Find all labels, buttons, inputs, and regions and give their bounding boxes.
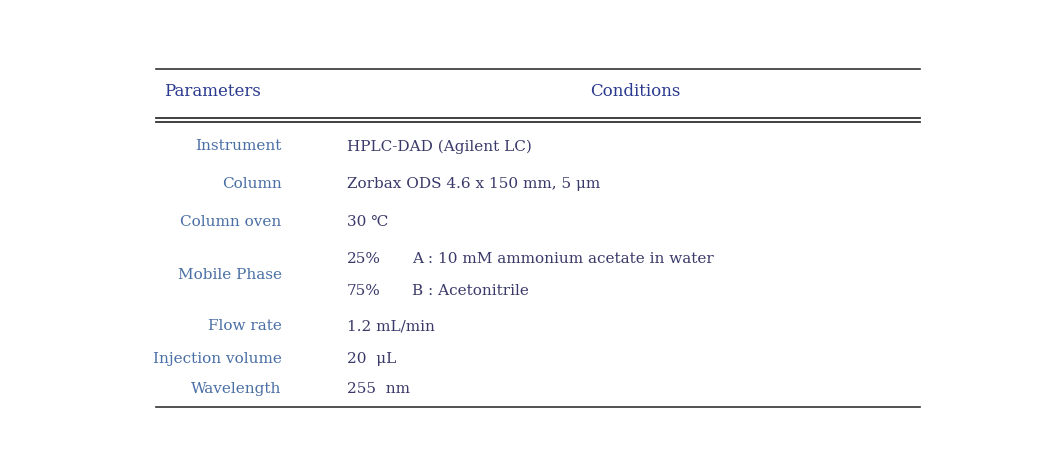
Text: 1.2 mL/min: 1.2 mL/min	[346, 319, 434, 333]
Text: Parameters: Parameters	[164, 83, 261, 100]
Text: Injection volume: Injection volume	[153, 352, 281, 366]
Text: 25%: 25%	[346, 252, 381, 266]
Text: Instrument: Instrument	[195, 140, 281, 154]
Text: Conditions: Conditions	[590, 83, 681, 100]
Text: 255  nm: 255 nm	[346, 382, 409, 396]
Text: Zorbax ODS 4.6 x 150 mm, 5 μm: Zorbax ODS 4.6 x 150 mm, 5 μm	[346, 177, 600, 191]
Text: A : 10 mM ammonium acetate in water: A : 10 mM ammonium acetate in water	[411, 252, 713, 266]
Text: Column: Column	[221, 177, 281, 191]
Text: B : Acetonitrile: B : Acetonitrile	[411, 283, 529, 298]
Text: Flow rate: Flow rate	[208, 319, 281, 333]
Text: 75%: 75%	[346, 283, 381, 298]
Text: Column oven: Column oven	[180, 215, 281, 228]
Text: 30 ℃: 30 ℃	[346, 215, 388, 228]
Text: Mobile Phase: Mobile Phase	[177, 268, 281, 282]
Text: Wavelength: Wavelength	[191, 382, 281, 396]
Text: 20  μL: 20 μL	[346, 352, 395, 366]
Text: HPLC-DAD (Agilent LC): HPLC-DAD (Agilent LC)	[346, 139, 532, 154]
